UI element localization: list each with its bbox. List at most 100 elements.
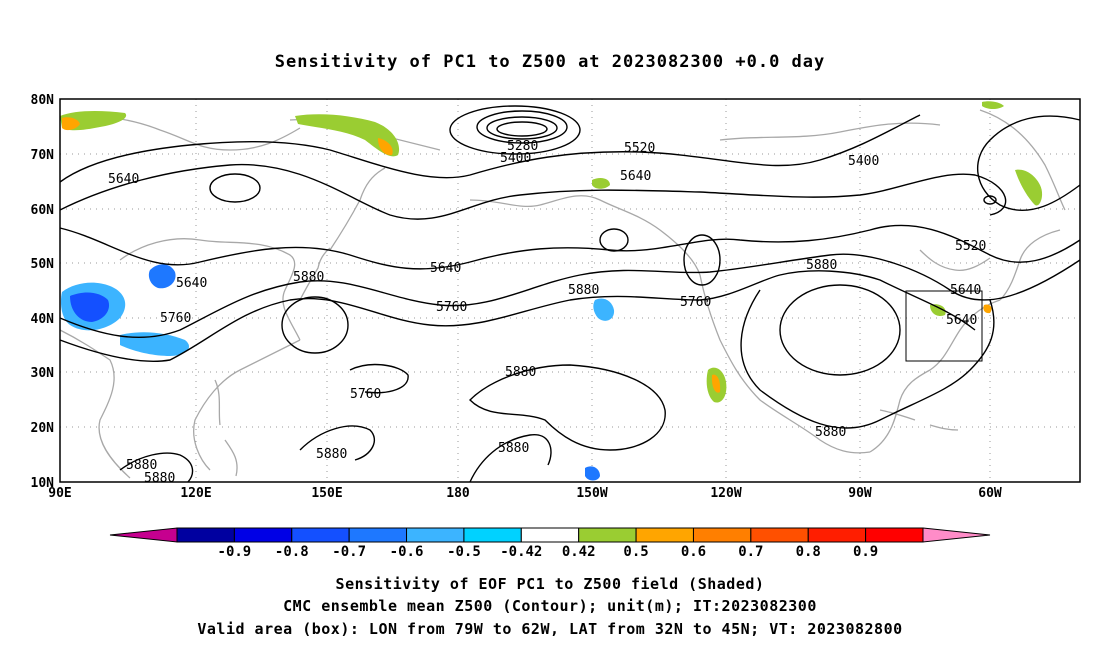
lat-tick-label: 60N — [31, 203, 55, 218]
colorbar-segment — [520, 527, 580, 543]
contour-line — [59, 270, 976, 362]
colorbar-label: 0.7 — [738, 544, 763, 560]
contour-label: 5880 — [316, 447, 347, 462]
lat-tick-label: 20N — [31, 421, 55, 436]
positive-sensitivity-patch — [711, 374, 721, 393]
colorbar-segment — [463, 527, 522, 543]
contour-line — [59, 163, 1007, 220]
colorbar-right-arrow — [922, 527, 991, 543]
contour-line — [496, 121, 548, 137]
contour-label: 5760 — [680, 295, 711, 310]
contour-label: 5880 — [126, 458, 157, 473]
contour-line — [281, 296, 349, 354]
coastline-china-south — [193, 339, 301, 471]
contour-label: 5880 — [815, 425, 846, 440]
colorbar-segment — [692, 527, 752, 543]
coastline-india — [59, 329, 131, 479]
contour-line — [486, 116, 558, 140]
coastline-alaska — [469, 195, 701, 276]
contour-label: 5880 — [505, 365, 536, 380]
contour-label: 5640 — [620, 169, 651, 184]
coastline-canada-east — [999, 229, 1061, 301]
negative-sensitivity-patch — [148, 264, 176, 289]
colorbar-label: -0.42 — [500, 544, 542, 560]
lon-tick-label: 180 — [446, 486, 470, 501]
positive-sensitivity-patch — [1015, 169, 1043, 206]
valid-area-box — [905, 290, 983, 362]
colorbar-segment — [578, 527, 637, 543]
coastline-kamchatka — [329, 167, 386, 251]
colorbar-label: 0.9 — [853, 544, 878, 560]
coastline-great-lakes — [919, 249, 991, 271]
contour-label: 5880 — [293, 270, 324, 285]
contour-line — [976, 115, 1081, 211]
coastline-north-america-west — [699, 274, 871, 454]
contour-label: 5640 — [946, 313, 977, 328]
contour-label: 5640 — [430, 261, 461, 276]
negative-sensitivity-patch — [593, 298, 615, 321]
contour-line — [683, 234, 721, 286]
contour-line — [209, 173, 261, 203]
coastline-gulf-east — [869, 299, 1001, 453]
colorbar-label: -0.8 — [275, 544, 309, 560]
lon-tick-label: 150W — [576, 486, 607, 501]
lon-tick-label: 120W — [710, 486, 741, 501]
coastline-japan — [299, 247, 331, 301]
contour-line — [299, 425, 375, 461]
colorbar-label: -0.6 — [390, 544, 424, 560]
coastline-philippines — [214, 379, 238, 477]
positive-sensitivity-patch — [62, 117, 80, 131]
contour-label: 5880 — [806, 258, 837, 273]
contour-label: 5520 — [624, 141, 655, 156]
positive-sensitivity-patch — [295, 114, 400, 157]
lat-tick-label: 50N — [31, 257, 55, 272]
contour-line — [349, 363, 409, 394]
colorbar-segment — [406, 527, 465, 543]
colorbar-label: 0.6 — [681, 544, 706, 560]
longitude-ticks: 90E 120E 150E 180 150W 120W 90W 60W — [48, 486, 1002, 501]
contour-labels: 5280 5400 5520 5640 5640 5400 5520 5640 … — [108, 139, 986, 486]
colorbar-label: -0.7 — [332, 544, 366, 560]
lat-tick-label: 10N — [31, 476, 55, 491]
contour-line — [469, 434, 552, 483]
contour-label: 5400 — [500, 151, 531, 166]
footer-line-3: Valid area (box): LON from 79W to 62W, L… — [197, 620, 902, 638]
colorbar-segment — [635, 527, 694, 543]
colorbar-segment — [348, 527, 408, 543]
colorbar-label: 0.42 — [562, 544, 596, 560]
colorbar — [109, 527, 991, 543]
coastline-caribbean — [879, 409, 959, 431]
contour-line — [59, 224, 1081, 270]
lon-tick-label: 90W — [848, 486, 872, 501]
figure-title: Sensitivity of PC1 to Z500 at 2023082300… — [275, 52, 826, 72]
footer-line-2: CMC ensemble mean Z500 (Contour); unit(m… — [283, 597, 817, 615]
colorbar-labels: -0.9 -0.8 -0.7 -0.6 -0.5 -0.42 0.42 0.5 … — [218, 544, 879, 560]
negative-sensitivity-core — [70, 292, 110, 322]
z500-contours — [59, 105, 1081, 483]
lat-tick-label: 30N — [31, 366, 55, 381]
contour-label: 5760 — [436, 300, 467, 315]
contour-label: 5520 — [955, 239, 986, 254]
contour-label: 5880 — [568, 283, 599, 298]
colorbar-label: -0.9 — [218, 544, 252, 560]
positive-sensitivity-patch — [378, 138, 393, 156]
footer-line-1: Sensitivity of EOF PC1 to Z500 field (Sh… — [336, 575, 765, 593]
colorbar-segment — [233, 527, 293, 543]
negative-sensitivity-patch — [585, 466, 600, 481]
colorbar-left-arrow — [109, 527, 178, 543]
contour-line — [449, 105, 581, 155]
coastline-china-korea — [119, 238, 301, 341]
map-frame — [59, 98, 1081, 483]
contour-line — [476, 110, 568, 144]
positive-sensitivity-patch — [930, 304, 946, 316]
contour-label: 5400 — [848, 154, 879, 169]
colorbar-segment — [807, 527, 867, 543]
contour-line — [469, 364, 666, 451]
contour-label: 5760 — [350, 387, 381, 402]
negative-sensitivity-patch — [120, 332, 190, 356]
lon-tick-label: 90E — [48, 486, 71, 501]
contour-line — [59, 253, 1081, 339]
positive-sensitivity-patch — [592, 177, 610, 189]
contour-label: 5640 — [176, 276, 207, 291]
colorbar-segment — [865, 527, 924, 543]
